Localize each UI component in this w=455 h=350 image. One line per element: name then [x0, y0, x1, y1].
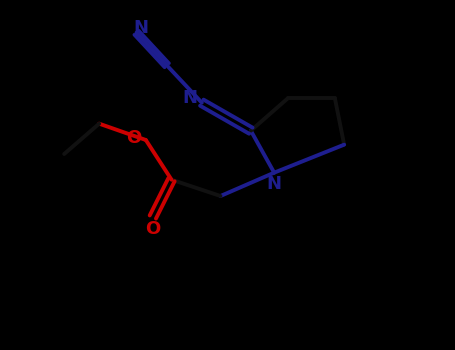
Text: N: N	[267, 175, 282, 193]
Text: O: O	[126, 129, 142, 147]
Text: N: N	[134, 19, 149, 37]
Text: N: N	[182, 89, 197, 107]
Text: O: O	[145, 220, 161, 238]
